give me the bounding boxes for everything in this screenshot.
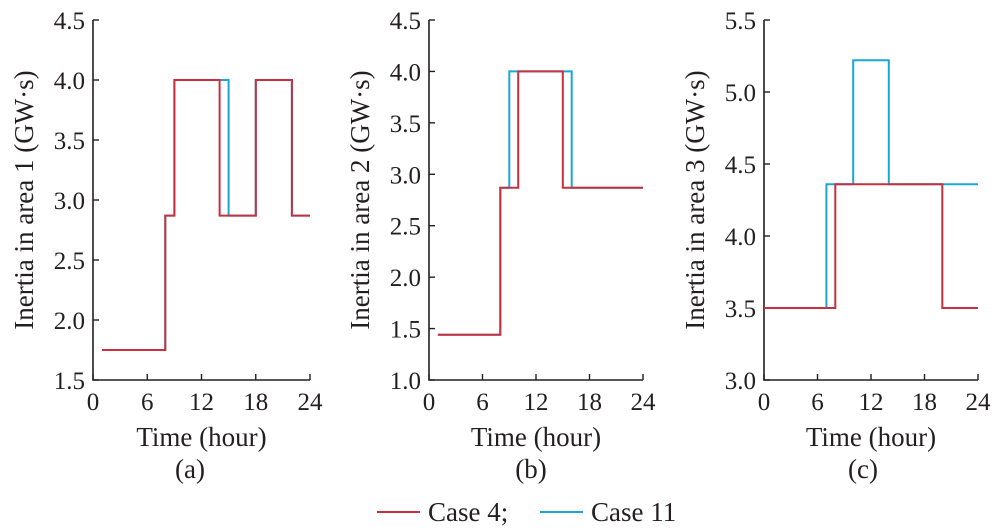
y-axis-title: Inertia in area 1 (GW·s)	[9, 70, 39, 329]
x-tick-label: 18	[243, 389, 268, 416]
y-tick-label: 4.0	[390, 59, 421, 86]
x-tick-label: 12	[859, 389, 884, 416]
legend: Case 4; Case 11	[377, 497, 676, 527]
x-tick-label: 24	[966, 389, 992, 416]
y-tick-label: 4.5	[390, 8, 421, 35]
x-tick-label: 12	[524, 389, 549, 416]
y-tick-label: 4.5	[725, 152, 756, 179]
y-axis-title: Inertia in area 3 (GW·s)	[680, 70, 710, 329]
axes-frame	[763, 20, 978, 381]
chart-panels: 1.5 2.0 2.5 3.0 3.5 4.0 4.5 0 6 12 18 24 Time (hour)…	[9, 8, 991, 484]
legend-label-case-4: Case 4;	[428, 497, 508, 527]
axes-frame	[92, 20, 310, 381]
x-tick-label: 6	[476, 389, 489, 416]
y-tick-label: 1.5	[390, 317, 421, 344]
y-tick-label: 4.0	[725, 224, 756, 251]
y-tick-label: 3.5	[54, 128, 85, 155]
x-tick-label: 24	[298, 389, 324, 416]
x-tick-label: 18	[577, 389, 602, 416]
y-tick-label: 2.0	[390, 265, 421, 292]
x-tick-label: 0	[423, 389, 436, 416]
x-tick-label: 0	[758, 389, 771, 416]
x-tick-label: 18	[912, 389, 937, 416]
y-tick-label: 3.5	[390, 111, 421, 138]
axes-frame	[428, 20, 643, 381]
y-tick-label: 3.0	[725, 368, 756, 395]
chart-panel-1: 1.5 2.0 2.5 3.0 3.5 4.0 4.5 0 6 12 18 24 Time (hour)…	[9, 8, 323, 484]
y-tick-label: 5.5	[725, 8, 756, 35]
x-tick-label: 0	[87, 389, 100, 416]
series-line-case-4	[764, 183, 978, 309]
x-tick-label: 6	[811, 389, 824, 416]
x-tick-label: 24	[631, 389, 657, 416]
series-line-case-11	[437, 70, 643, 336]
y-tick-label: 3.0	[54, 188, 85, 215]
x-axis-title: Time (hour)	[136, 422, 266, 452]
y-axis-title: Inertia in area 2 (GW·s)	[345, 70, 375, 329]
y-tick-label: 3.0	[390, 162, 421, 189]
legend-label-case-11: Case 11	[591, 497, 676, 527]
x-tick-label: 6	[141, 389, 154, 416]
y-tick-label: 4.5	[54, 8, 85, 35]
x-tick-label: 12	[189, 389, 214, 416]
series-line-case-11	[764, 59, 978, 309]
y-tick-label: 1.5	[54, 368, 85, 395]
panel-label: (c)	[848, 454, 878, 484]
y-tick-label: 2.5	[390, 214, 421, 241]
chart-panel-2: 1.0 1.5 2.0 2.5 3.0 3.5 4.0 4.5 0 6 12 18 24 Time (ho…	[345, 8, 656, 484]
panel-label: (b)	[515, 454, 546, 484]
panel-label: (a)	[175, 454, 205, 484]
x-axis-title: Time (hour)	[806, 422, 936, 452]
y-tick-label: 2.5	[54, 248, 85, 275]
chart-panel-3: 3.0 3.5 4.0 4.5 5.0 5.5 0 6 12 18 24 Time (hour) Ine…	[680, 8, 991, 484]
series-line-case-11	[102, 79, 310, 351]
y-tick-label: 5.0	[725, 80, 756, 107]
y-tick-label: 1.0	[390, 368, 421, 395]
series-line-case-4	[102, 79, 310, 351]
x-axis-title: Time (hour)	[471, 422, 601, 452]
y-tick-label: 2.0	[54, 308, 85, 335]
y-tick-label: 3.5	[725, 296, 756, 323]
series-line-case-4	[437, 70, 643, 336]
y-tick-label: 4.0	[54, 68, 85, 95]
